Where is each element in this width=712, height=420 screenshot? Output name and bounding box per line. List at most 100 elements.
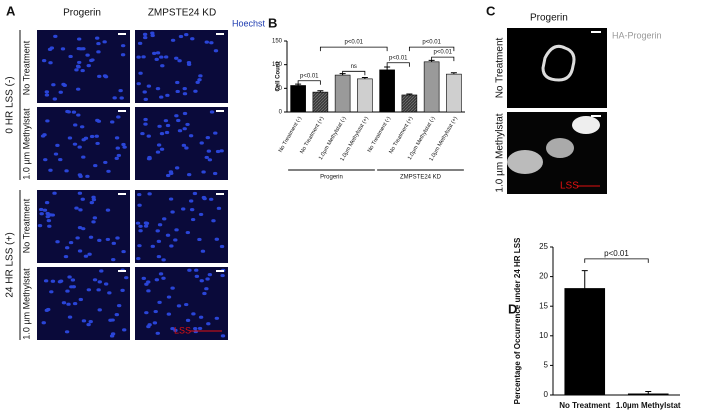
nucleus xyxy=(156,143,162,147)
nucleus xyxy=(58,90,63,94)
micrograph xyxy=(135,30,228,103)
scale-bar xyxy=(216,270,224,272)
nucleus xyxy=(43,279,49,283)
nucleus xyxy=(198,212,204,217)
nucleus xyxy=(45,119,50,123)
nucleus xyxy=(182,87,187,91)
nucleus xyxy=(198,315,204,319)
significance-bracket xyxy=(297,80,321,85)
stain-label: HA-Progerin xyxy=(612,30,662,40)
row-label: No Treatment xyxy=(21,40,31,95)
nucleus xyxy=(138,224,143,228)
scale-bar xyxy=(216,33,224,35)
nucleus xyxy=(209,110,215,114)
nucleus xyxy=(38,207,44,212)
significance-bracket xyxy=(342,70,366,76)
y-tick-label: 150 xyxy=(272,39,283,45)
nucleus xyxy=(142,32,148,37)
nucleus xyxy=(61,82,66,86)
nucleus xyxy=(75,236,80,240)
nucleus xyxy=(159,55,164,59)
nucleus xyxy=(184,33,189,37)
bar xyxy=(334,74,351,113)
bar xyxy=(290,85,306,113)
nucleus xyxy=(58,279,64,283)
nucleus xyxy=(214,316,220,320)
x-tick-label: No Treatment (+) xyxy=(299,116,325,155)
nucleus xyxy=(174,166,180,170)
nucleus xyxy=(150,31,155,35)
nucleus xyxy=(158,272,164,276)
nucleus xyxy=(182,92,188,96)
nucleus xyxy=(47,224,52,228)
nucleus xyxy=(72,142,78,146)
scale-bar xyxy=(216,110,224,112)
nucleus xyxy=(194,268,199,272)
nucleus xyxy=(202,197,207,201)
scale-bar xyxy=(118,193,126,195)
nucleus xyxy=(47,213,53,217)
micrograph xyxy=(135,107,228,180)
nucleus xyxy=(102,40,107,44)
nucleus xyxy=(78,174,83,178)
nucleus xyxy=(212,171,218,176)
nucleus xyxy=(170,286,175,290)
micrograph xyxy=(135,267,228,340)
nucleus xyxy=(143,224,149,228)
nucleus xyxy=(42,208,48,212)
nucleus xyxy=(110,318,115,322)
error-bar xyxy=(645,390,652,394)
nucleus xyxy=(60,47,66,51)
nucleus xyxy=(190,217,196,222)
nucleus xyxy=(182,111,188,116)
nucleus xyxy=(73,123,78,127)
nucleus xyxy=(77,249,83,253)
nucleus xyxy=(81,155,86,159)
x-tick-label: 1.0µm Methylstat xyxy=(616,401,681,410)
nucleus xyxy=(97,280,102,284)
significance-bracket xyxy=(319,46,388,52)
nucleus xyxy=(150,33,155,38)
nucleus xyxy=(92,216,98,220)
nucleus xyxy=(184,302,189,307)
nucleus xyxy=(116,303,122,308)
nucleus xyxy=(105,208,111,212)
nucleus xyxy=(118,89,123,93)
error-bar xyxy=(317,90,324,93)
nucleus xyxy=(85,53,90,57)
nucleus xyxy=(147,323,152,327)
nucleus xyxy=(116,153,122,158)
nucleus xyxy=(147,192,152,196)
nucleus xyxy=(170,38,176,42)
nucleus xyxy=(201,170,206,174)
nucleus xyxy=(80,68,85,73)
nucleus xyxy=(137,203,142,207)
nucleus xyxy=(110,120,115,124)
nucleus xyxy=(120,288,125,292)
nucleus xyxy=(199,279,204,283)
nucleus xyxy=(209,41,214,45)
column-header: Progerin xyxy=(63,8,101,19)
nucleus xyxy=(168,170,174,174)
nucleus xyxy=(88,320,93,324)
nucleus xyxy=(190,37,195,41)
nucleus xyxy=(75,87,81,91)
nucleus xyxy=(137,192,142,197)
nucleus xyxy=(193,329,198,334)
nucleus xyxy=(205,277,210,281)
nucleus xyxy=(74,68,79,72)
significance-bracket xyxy=(386,62,410,67)
nucleus xyxy=(208,197,214,201)
nucleus xyxy=(193,89,198,93)
nucleus xyxy=(186,173,192,177)
nucleus xyxy=(204,40,209,44)
nucleus xyxy=(152,321,158,325)
group-label: 0 HR LSS (-) xyxy=(5,76,16,133)
nucleus xyxy=(107,291,112,295)
nucleus xyxy=(192,191,198,196)
nucleus xyxy=(193,326,198,331)
row-label: 1.0 µm Methylstat xyxy=(21,268,31,340)
nucleus xyxy=(76,113,81,117)
nucleus xyxy=(96,41,101,46)
